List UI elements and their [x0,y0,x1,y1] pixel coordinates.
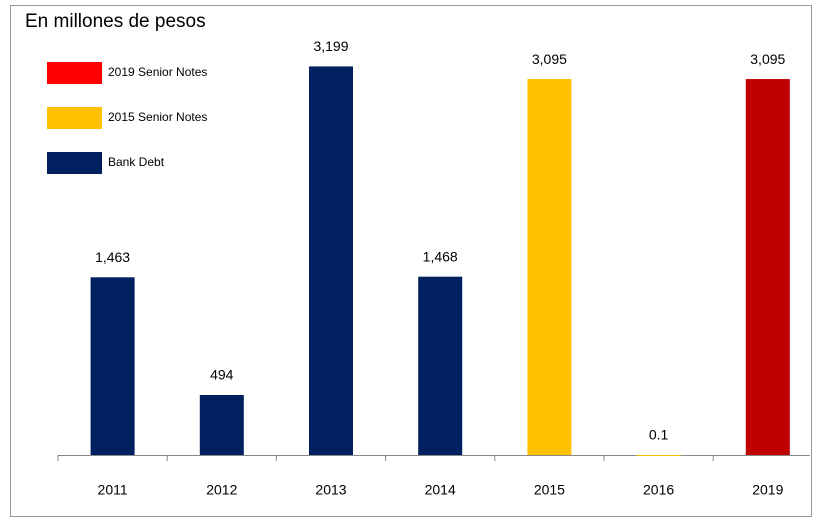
x-tick-label: 2014 [425,482,456,498]
chart-frame [10,5,812,517]
bar [199,394,244,455]
data-label: 1,463 [95,249,130,265]
legend-label: Bank Debt [108,155,165,169]
data-label: 1,468 [423,248,458,264]
data-label: 0.1 [649,427,669,443]
legend-swatch [47,152,102,174]
x-tick-label: 2016 [643,482,674,498]
data-label: 494 [210,367,234,383]
legend-swatch [47,107,102,129]
x-tick-label: 2019 [752,482,783,498]
legend-label: 2015 Senior Notes [108,110,207,124]
x-tick-label: 2012 [206,482,237,498]
legend-label: 2019 Senior Notes [108,65,207,79]
bar [309,66,353,455]
bar [745,79,790,456]
data-label: 3,095 [532,51,567,67]
chart-title: En millones de pesos [25,11,206,32]
data-label: 3,095 [750,51,785,67]
x-tick-label: 2011 [98,482,128,498]
bar [90,277,135,455]
bar [527,79,572,456]
x-tick-label: 2013 [315,482,346,498]
data-label: 3,199 [313,38,348,54]
bar [418,276,463,455]
bar [636,454,681,456]
x-tick-label: 2015 [534,482,565,498]
legend-swatch [47,62,102,84]
